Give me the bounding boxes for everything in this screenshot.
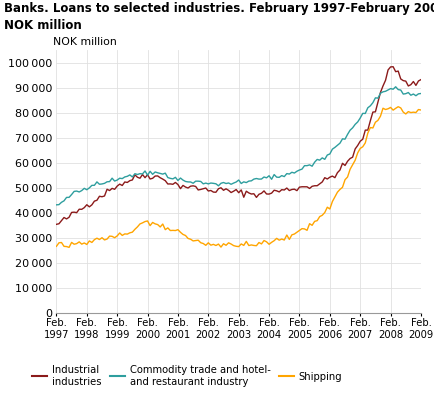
Text: NOK million: NOK million: [53, 38, 116, 48]
Legend: Industrial
industries, Commodity trade and hotel-
and restaurant industry, Shipp: Industrial industries, Commodity trade a…: [32, 365, 342, 387]
Text: Banks. Loans to selected industries. February 1997-February 2009.: Banks. Loans to selected industries. Feb…: [4, 2, 434, 15]
Text: NOK million: NOK million: [4, 19, 82, 32]
